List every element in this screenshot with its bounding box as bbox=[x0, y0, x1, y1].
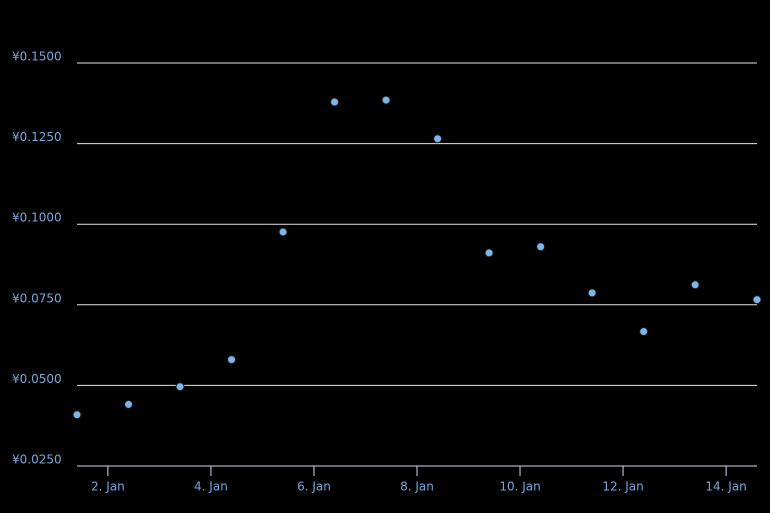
x-tick-label: 2. Jan bbox=[91, 480, 125, 494]
data-point bbox=[381, 95, 391, 105]
y-tick-label: ¥0.0750 bbox=[12, 291, 62, 305]
data-point bbox=[484, 248, 494, 258]
data-point bbox=[72, 410, 82, 420]
data-point bbox=[690, 280, 700, 290]
y-tick-label: ¥0.0250 bbox=[12, 453, 62, 467]
x-tick-label: 12. Jan bbox=[602, 480, 643, 494]
data-point bbox=[278, 227, 288, 237]
data-point bbox=[330, 97, 340, 107]
data-point bbox=[227, 355, 237, 365]
y-tick-label: ¥0.1500 bbox=[12, 50, 62, 64]
data-point bbox=[536, 242, 546, 252]
y-tick-label: ¥0.1250 bbox=[12, 130, 62, 144]
x-tick-label: 6. Jan bbox=[297, 480, 331, 494]
data-point bbox=[175, 382, 185, 392]
data-point bbox=[433, 134, 443, 144]
data-point bbox=[587, 288, 597, 298]
x-tick-label: 10. Jan bbox=[499, 480, 540, 494]
x-tick-label: 4. Jan bbox=[194, 480, 228, 494]
data-point bbox=[124, 399, 134, 409]
y-tick-label: ¥0.1000 bbox=[12, 211, 62, 225]
y-tick-label: ¥0.0500 bbox=[12, 372, 62, 386]
data-point bbox=[752, 295, 762, 305]
data-point bbox=[639, 327, 649, 337]
x-tick-label: 8. Jan bbox=[400, 480, 434, 494]
x-tick-label: 14. Jan bbox=[705, 480, 746, 494]
